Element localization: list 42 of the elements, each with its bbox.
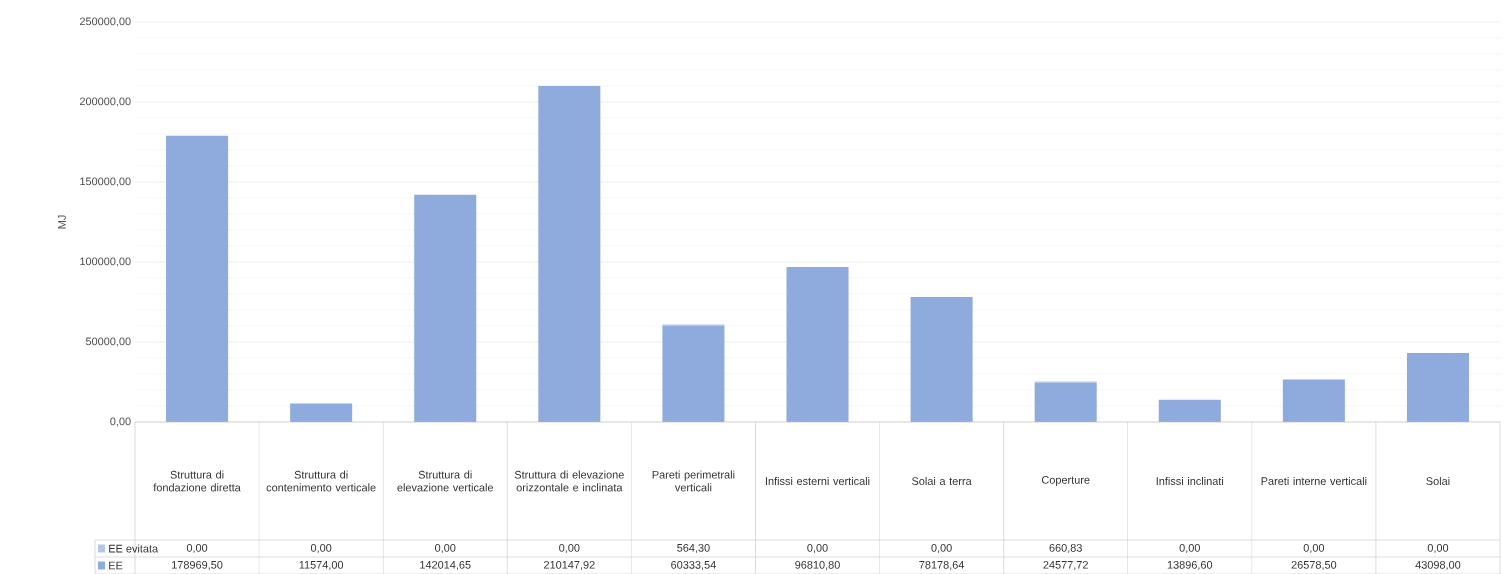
data-label: 0,00 [1179,543,1200,554]
data-label: 0,00 [310,543,332,554]
data-label: 11574,00 [299,560,344,570]
x-tick-label: Coperture [1041,476,1090,486]
data-label: 60333,54 [671,560,716,570]
data-label: 0,00 [931,543,952,554]
data-label: 0,00 [1303,543,1325,554]
data-label: 142014,65 [420,560,471,570]
x-tick-label: Infissi inclinati [1156,476,1224,485]
data-label: 0,00 [807,543,828,554]
x-tick-label: Solai a terra [912,476,972,485]
y-tick-label: 250000,00 [79,17,131,27]
data-label: 13896,60 [1167,560,1213,570]
x-tick-label: Pareti perimetrali verticali [652,470,735,492]
x-tick-label: Solai [1426,476,1450,485]
data-label: 0,00 [1427,543,1449,554]
data-label: 0,00 [559,543,580,554]
data-label: 0,00 [186,543,208,554]
x-tick-label: Struttura di contenimento verticale [266,470,376,492]
x-tick-label: Infissi esterni verticali [765,476,870,485]
data-label: 43098,00 [1415,560,1461,570]
y-tick-label: 0,00 [110,417,131,427]
data-label: 210147,92 [544,560,595,570]
data-label: 0,00 [435,543,456,554]
x-tick-label: Struttura di elevazione orizzontale e inclinata [514,470,624,492]
y-tick-label: 200000,00 [79,97,131,107]
data-label: 26578,50 [1291,560,1337,570]
x-tick-label: Pareti interne verticali [1261,476,1367,485]
legend-label: EE [109,561,123,570]
x-tick-label: Struttura di fondazione diretta [153,470,241,492]
legend-label: EE evitata [109,544,159,553]
y-tick-label: 50000,00 [85,337,131,347]
data-label: 660,83 [1049,543,1082,554]
data-label: 78178,64 [919,560,965,570]
data-label: 96810,80 [795,560,840,570]
y-axis-title: MJ [58,215,66,229]
y-tick-label: 150000,00 [80,177,131,187]
data-label: 178969,50 [172,560,223,570]
x-tick-label: Struttura di elevazione verticale [397,470,494,492]
data-label: 24577,72 [1043,560,1088,570]
data-label: 564,30 [677,543,710,554]
y-tick-label: 100000,00 [80,257,131,267]
